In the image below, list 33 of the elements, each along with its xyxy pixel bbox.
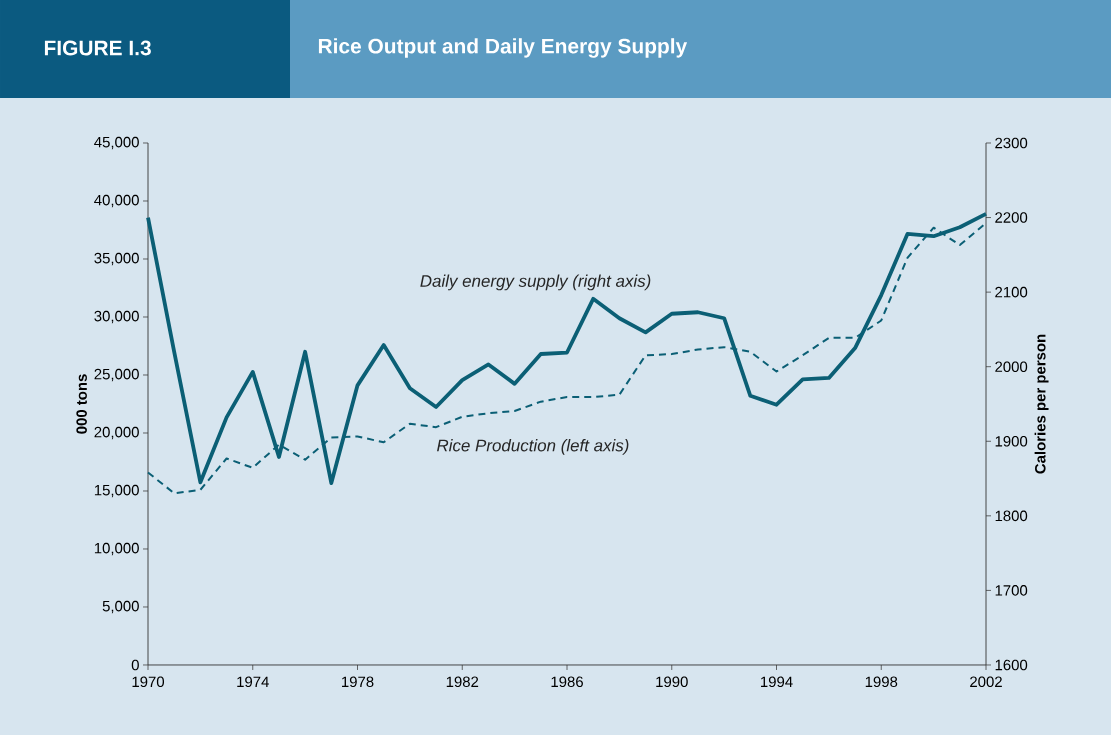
y2-tick-label: 1800 <box>995 510 1028 522</box>
y-tick-label: 25,000 <box>94 368 139 382</box>
series-label: Daily energy supply (right axis) <box>420 274 651 291</box>
x-tick-label: 1982 <box>446 676 479 688</box>
y2-tick-label: 2300 <box>995 137 1028 149</box>
y-tick-label: 30,000 <box>94 310 139 324</box>
x-tick-label: 1986 <box>551 676 583 688</box>
y-tick-label: 20,000 <box>94 426 139 440</box>
x-tick-label: 1978 <box>342 676 374 688</box>
x-tick-label: 1990 <box>656 676 688 688</box>
y-tick-label: 40,000 <box>94 194 139 208</box>
x-tick-label: 1998 <box>865 676 898 688</box>
x-tick-label: 1994 <box>761 676 793 688</box>
x-tick-label: 1974 <box>237 676 269 688</box>
y-tick-label: 15,000 <box>94 484 139 498</box>
y-tick-label: 35,000 <box>94 252 139 266</box>
series-label: Rice Production (left axis) <box>437 439 629 455</box>
y-tick-label: 5,000 <box>102 600 139 614</box>
chart-title: Rice Output and Daily Energy Supply <box>318 38 688 58</box>
y-tick-label: 10,000 <box>94 542 139 556</box>
y-tick-label: 45,000 <box>94 136 139 150</box>
y2-tick-label: 1700 <box>995 585 1028 596</box>
y2-tick-label: 1900 <box>995 435 1028 447</box>
y2-tick-label: 1600 <box>995 659 1028 671</box>
y2-tick-label: 2100 <box>995 286 1028 298</box>
y2-axis-title: Calories per person <box>1034 334 1049 474</box>
x-tick-label: 1970 <box>132 676 165 688</box>
y2-tick-label: 2200 <box>995 212 1028 223</box>
text: FIGURE I.3 <box>44 40 151 56</box>
x-tick-label: 2002 <box>970 676 1002 688</box>
y-axis-title: 000 tons <box>76 374 87 434</box>
y-tick-label: 0 <box>131 659 139 671</box>
y2-tick-label: 2000 <box>995 361 1028 372</box>
